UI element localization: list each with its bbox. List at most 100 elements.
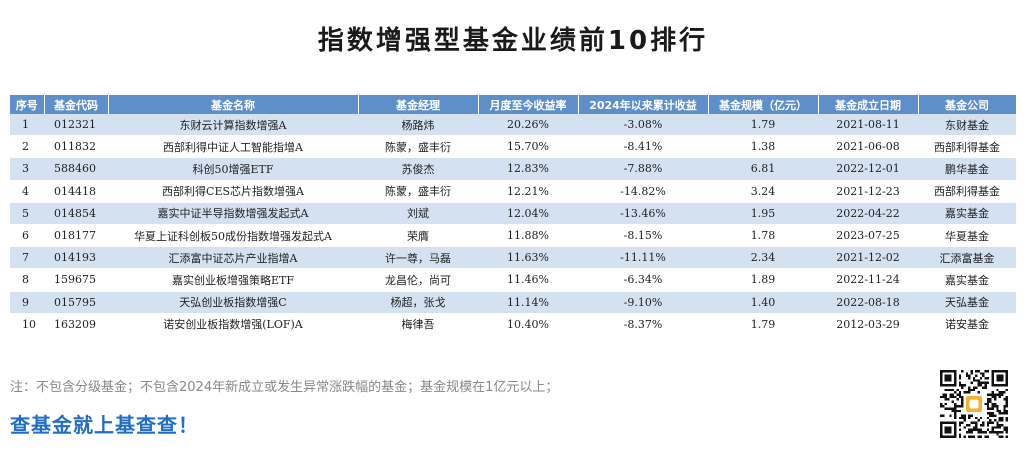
table-row: 5 014854 嘉实中证半导指数增强发起式A 刘斌 12.04% -13.46% 1.95… — [10, 202, 1016, 225]
table-cell: 1.40 — [708, 291, 818, 314]
table-body: 1 012321 东财云计算指数增强A 杨路炜 20.26% -3.08% 1.79 2021… — [10, 114, 1016, 336]
table-cell: -7.88% — [578, 157, 708, 181]
table-cell: 2022-08-18 — [818, 291, 918, 314]
table-cell: -13.46% — [578, 202, 708, 225]
table-row: 9 015795 天弘创业板指数增强C 杨超，张戈 11.14% -9.10% 1.40 20… — [10, 291, 1016, 314]
page-title: 指数增强型基金业绩前10排行 — [317, 26, 709, 56]
table-cell: 2022-11-24 — [818, 268, 918, 292]
table-cell: 1.95 — [708, 202, 818, 225]
table-cell: 1.89 — [708, 268, 818, 292]
table-row: 1 012321 东财云计算指数增强A 杨路炜 20.26% -3.08% 1.79 2021… — [10, 114, 1016, 137]
table-cell: 2023-07-25 — [818, 224, 918, 248]
table-cell: 8 — [10, 268, 44, 292]
table-cell: 11.46% — [478, 268, 578, 292]
table-cell: 刘斌 — [358, 202, 478, 225]
table-cell: 鹏华基金 — [918, 157, 1016, 181]
table-cell: 荣膺 — [358, 224, 478, 248]
table-cell: 1.78 — [708, 224, 818, 248]
table-cell: 西部利得基金 — [918, 135, 1016, 159]
table-cell: 东财基金 — [918, 114, 1016, 137]
table-cell: 011832 — [44, 135, 108, 159]
table-cell: 7 — [10, 246, 44, 270]
table-cell: 015795 — [44, 291, 108, 314]
header-cell: 序号 — [10, 95, 45, 114]
table-cell: -8.41% — [578, 135, 708, 159]
table-cell: 天弘创业板指数增强C — [108, 291, 358, 314]
table-cell: 10 — [10, 313, 44, 336]
table-cell: 3.24 — [708, 180, 818, 203]
table-cell: 2022-04-22 — [818, 202, 918, 225]
table-cell: 12.21% — [478, 180, 578, 203]
table-cell: 5 — [10, 202, 44, 225]
table-cell: 159675 — [44, 268, 108, 292]
table-cell: -6.34% — [578, 268, 708, 292]
fund-ranking-table: 序号 基金代码 基金名称 基金经理 月度至今收益率 2024年以来累计收益 基金… — [10, 95, 1017, 336]
table-cell: 杨超，张戈 — [358, 291, 478, 314]
table-cell: 11.63% — [478, 246, 578, 270]
table-cell: 东财云计算指数增强A — [108, 114, 358, 137]
table-cell: 陈蒙，盛丰衍 — [358, 180, 478, 203]
table-cell: 华夏上证科创板50成份指数增强发起式A — [108, 224, 358, 248]
table-cell: 11.88% — [478, 224, 578, 248]
table-cell: 2012-03-29 — [818, 313, 918, 336]
table-cell: 2021-12-02 — [818, 246, 918, 270]
table-cell: 杨路炜 — [358, 114, 478, 137]
table-row: 3 588460 科创50增强ETF 苏俊杰 12.83% -7.88% 6.81 2022-… — [10, 157, 1016, 181]
table-row: 6 018177 华夏上证科创板50成份指数增强发起式A 荣膺 11.88% -8.15%… — [10, 224, 1016, 248]
table-cell: 西部利得CES芯片指数增强A — [108, 180, 358, 203]
table-cell: 2021-12-23 — [818, 180, 918, 203]
table-cell: 科创50增强ETF — [108, 157, 358, 181]
table-cell: 12.04% — [478, 202, 578, 225]
table-cell: -9.10% — [578, 291, 708, 314]
header-cell: 基金成立日期 — [818, 95, 919, 114]
table-cell: 20.26% — [478, 114, 578, 137]
table-cell: 014418 — [44, 180, 108, 203]
table-cell: 诺安基金 — [918, 313, 1016, 336]
header-cell: 月度至今收益率 — [478, 95, 579, 114]
table-cell: 2022-12-01 — [818, 157, 918, 181]
table-cell: 西部利得基金 — [918, 180, 1016, 203]
header-cell: 基金代码 — [44, 95, 109, 114]
table-cell: 12.83% — [478, 157, 578, 181]
table-cell: 诺安创业板指数增强(LOF)A — [108, 313, 358, 336]
table-cell: 2 — [10, 135, 44, 159]
table-cell: 许一尊，马磊 — [358, 246, 478, 270]
table-cell: 汇添富中证芯片产业指增A — [108, 246, 358, 270]
table-cell: 3 — [10, 157, 44, 181]
header-cell: 基金经理 — [358, 95, 479, 114]
table-row: 4 014418 西部利得CES芯片指数增强A 陈蒙，盛丰衍 12.21% -14.82%… — [10, 180, 1016, 203]
table-cell: 1.38 — [708, 135, 818, 159]
table-row: 10 163209 诺安创业板指数增强(LOF)A 梅律吾 10.40% -8.37% 1.… — [10, 313, 1016, 336]
qr-code-icon — [940, 370, 1008, 438]
footer-slogan: 查基金就上基查查！ — [10, 413, 199, 437]
header-cell: 基金规模（亿元） — [708, 95, 819, 114]
table-cell: 1 — [10, 114, 44, 137]
table-cell: 天弘基金 — [918, 291, 1016, 314]
table-cell: -3.08% — [578, 114, 708, 137]
table-cell: -8.15% — [578, 224, 708, 248]
table-row: 8 159675 嘉实创业板增强策略ETF 龙昌伦，尚可 11.46% -6.34% 1.8… — [10, 268, 1016, 292]
table-cell: -8.37% — [578, 313, 708, 336]
table-cell: 嘉实中证半导指数增强发起式A — [108, 202, 358, 225]
footer-note: 注：不包含分级基金；不包含2024年新成立或发生异常涨跌幅的基金；基金规模在1亿… — [10, 380, 559, 395]
table-row: 7 014193 汇添富中证芯片产业指增A 许一尊，马磊 11.63% -11.11% 2.… — [10, 246, 1016, 270]
table-cell: 2.34 — [708, 246, 818, 270]
table-header-row: 序号 基金代码 基金名称 基金经理 月度至今收益率 2024年以来累计收益 基金… — [10, 95, 1017, 114]
table-row: 2 011832 西部利得中证人工智能指增A 陈蒙，盛丰衍 15.70% -8.41% 1.… — [10, 135, 1016, 159]
fund-ranking-table-container: 序号 基金代码 基金名称 基金经理 月度至今收益率 2024年以来累计收益 基金… — [10, 95, 1017, 336]
table-cell: 西部利得中证人工智能指增A — [108, 135, 358, 159]
table-cell: 588460 — [44, 157, 108, 181]
table-cell: 1.79 — [708, 114, 818, 137]
table-cell: 嘉实基金 — [918, 202, 1016, 225]
table-cell: 苏俊杰 — [358, 157, 478, 181]
table-cell: 9 — [10, 291, 44, 314]
table-cell: 华夏基金 — [918, 224, 1016, 248]
table-cell: 1.79 — [708, 313, 818, 336]
table-cell: 4 — [10, 180, 44, 203]
table-cell: 11.14% — [478, 291, 578, 314]
table-cell: 陈蒙，盛丰衍 — [358, 135, 478, 159]
table-cell: 014193 — [44, 246, 108, 270]
header-cell: 基金公司 — [918, 95, 1017, 114]
table-cell: 嘉实创业板增强策略ETF — [108, 268, 358, 292]
table-cell: -11.11% — [578, 246, 708, 270]
